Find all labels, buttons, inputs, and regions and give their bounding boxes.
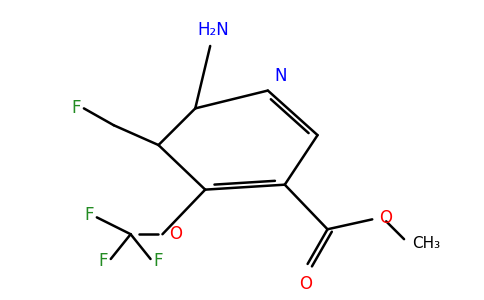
- Text: F: F: [84, 206, 94, 224]
- Text: CH₃: CH₃: [412, 236, 440, 250]
- Text: O: O: [379, 209, 392, 227]
- Text: O: O: [169, 225, 182, 243]
- Text: F: F: [72, 99, 81, 117]
- Text: N: N: [275, 67, 287, 85]
- Text: O: O: [299, 275, 312, 293]
- Text: F: F: [153, 252, 163, 270]
- Text: F: F: [98, 252, 108, 270]
- Text: H₂N: H₂N: [197, 21, 229, 39]
